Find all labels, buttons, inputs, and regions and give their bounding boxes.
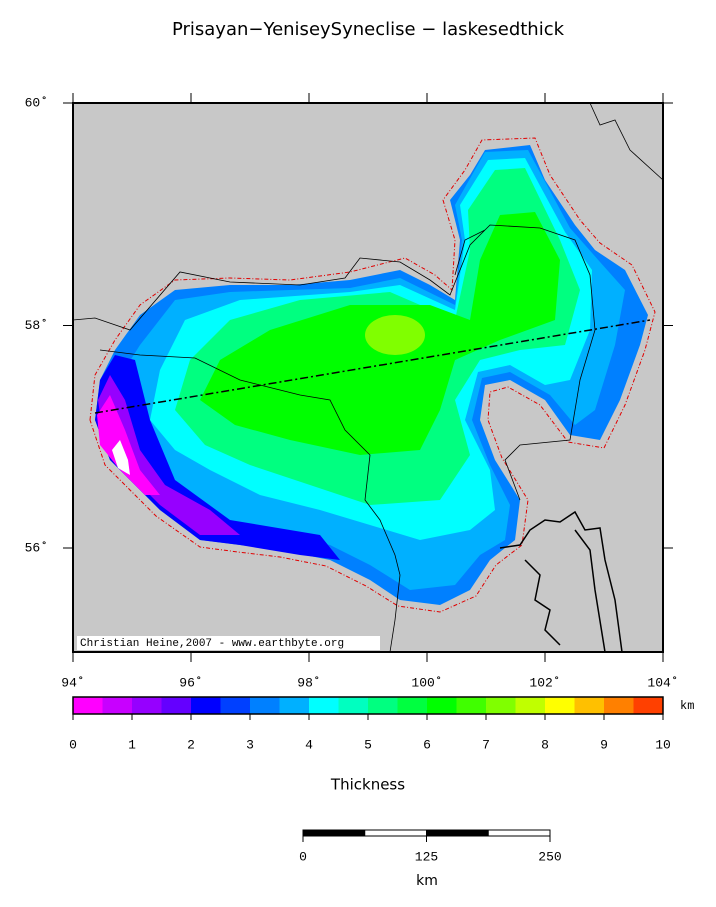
credit: Christian Heine,2007 - www.earthbyte.org — [80, 638, 344, 650]
lat-tick-label: 58˚ — [25, 318, 48, 333]
scale-tick-label: 250 — [538, 849, 561, 864]
colorbar-tick-label: 9 — [600, 737, 608, 752]
colorbar-label: Thickness — [330, 776, 405, 794]
color-swatch — [604, 697, 634, 714]
color-swatch — [161, 697, 192, 714]
scale-unit: km — [416, 873, 438, 889]
lat-tick-label: 60˚ — [25, 95, 48, 110]
colorbar-tick-label: 3 — [246, 737, 254, 752]
colorbar-tick-label: 0 — [69, 737, 77, 752]
lon-tick-label: 98˚ — [297, 675, 320, 690]
color-swatch — [368, 697, 398, 714]
color-swatch — [102, 697, 133, 714]
colorbar-tick-label: 2 — [187, 737, 195, 752]
lon-tick-label: 102˚ — [529, 675, 560, 690]
color-swatch — [338, 697, 369, 714]
colorbar-unit: km — [680, 699, 694, 713]
lon-tick-label: 96˚ — [179, 675, 202, 690]
lon-tick-label: 104˚ — [647, 675, 678, 690]
profile-line — [94, 319, 651, 414]
color-swatch — [279, 697, 310, 714]
color-swatch — [633, 697, 664, 714]
thickness-field — [95, 145, 648, 605]
color-swatch — [309, 697, 339, 714]
color-swatch — [132, 697, 162, 714]
colorbar-tick-label: 8 — [541, 737, 549, 752]
lat-tick-label: 56˚ — [25, 540, 48, 555]
color-swatch — [250, 697, 280, 714]
color-swatch — [397, 697, 428, 714]
colorbar-tick-label: 7 — [482, 737, 490, 752]
color-swatch — [191, 697, 221, 714]
scale-tick-label: 0 — [299, 849, 307, 864]
lon-tick-label: 94˚ — [61, 675, 84, 690]
color-swatch — [545, 697, 575, 714]
colorbar-tick-label: 4 — [305, 737, 313, 752]
color-swatch — [427, 697, 457, 714]
scale-segment — [364, 829, 427, 837]
scale-segment — [426, 829, 489, 837]
title: Prisayan−YeniseySyneclise − laskesedthic… — [172, 19, 565, 40]
colorbar-tick-label: 6 — [423, 737, 431, 752]
map-frame — [72, 102, 664, 653]
colorbar-tick-label: 1 — [128, 737, 136, 752]
coastline — [499, 510, 623, 653]
colorbar-tick-label: 5 — [364, 737, 372, 752]
color-swatch — [73, 697, 103, 714]
color-swatch — [220, 697, 251, 714]
color-swatch — [456, 697, 487, 714]
color-swatch — [486, 697, 516, 714]
scale-tick-label: 125 — [415, 849, 438, 864]
color-swatch — [574, 697, 605, 714]
lon-tick-label: 100˚ — [411, 675, 442, 690]
borders — [72, 102, 664, 653]
colorbar-tick-label: 10 — [655, 737, 671, 752]
color-swatch — [515, 697, 546, 714]
basin-outline — [89, 137, 656, 613]
scale-segment — [302, 829, 366, 837]
scale-segment — [487, 829, 551, 837]
credit-box — [77, 636, 380, 650]
